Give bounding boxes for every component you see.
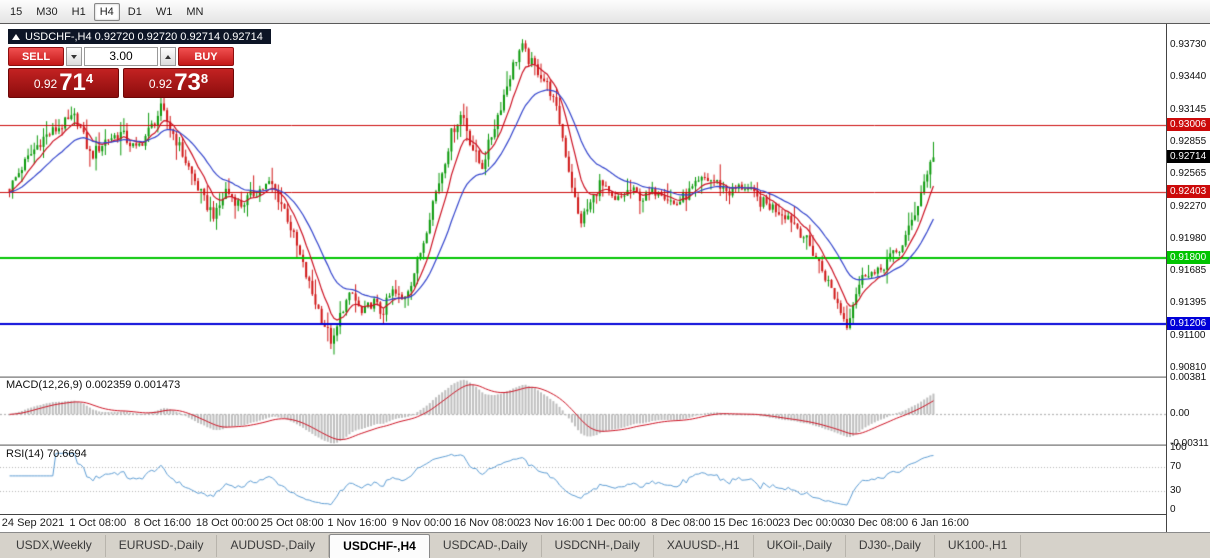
price-tick: 0.92855 (1170, 135, 1207, 147)
price-tick: 0.90810 (1170, 362, 1207, 373)
chevron-up-icon (165, 54, 171, 59)
time-axis[interactable]: 24 Sep 2021 1 Oct 08:00 8 Oct 16:00 18 Oct … (0, 514, 1166, 532)
volume-increase-button[interactable] (160, 47, 176, 66)
hline-price-badge: 0.93006 (1167, 118, 1210, 132)
buy-button[interactable]: BUY (178, 47, 234, 66)
price-tick: 0.91395 (1170, 297, 1207, 309)
sell-quote-button[interactable]: 0.92 71 4 (8, 68, 119, 98)
time-axis-label: 25 Oct 08:00 (260, 517, 324, 529)
time-axis-label: 23 Nov 16:00 (518, 517, 585, 529)
chart-tab-bar: USDX,Weekly EURUSD-,Daily AUDUSD-,Daily USD… (0, 532, 1210, 558)
chart-tab-usdcnh-daily[interactable]: USDCNH-,Daily (542, 535, 654, 557)
time-axis-label: 15 Dec 16:00 (713, 517, 779, 529)
chart-tab-ukoil-daily[interactable]: UKOil-,Daily (754, 535, 846, 557)
timeframe-button-h1[interactable]: H1 (71, 5, 86, 18)
chart-tab-dj30-daily[interactable]: DJ30-,Daily (846, 535, 935, 557)
buy-price-pip: 8 (200, 71, 209, 86)
chart-tab-usdchf-h4[interactable]: USDCHF-,H4 (329, 534, 430, 558)
time-axis-label: 16 Nov 08:00 (453, 517, 520, 529)
volume-input[interactable]: 3.00 (84, 47, 158, 66)
price-tick: 0.91100 (1170, 329, 1206, 341)
timeframe-button-w1[interactable]: W1 (155, 5, 173, 18)
price-tick: 0.91685 (1170, 265, 1207, 277)
rsi-axis-label: 100 (1170, 442, 1187, 453)
sell-button[interactable]: SELL (8, 47, 64, 66)
hline-price-badge: 0.91206 (1167, 317, 1210, 331)
rsi-indicator-label: RSI(14) 70.6694 (6, 448, 87, 460)
time-axis-label: 6 Jan 16:00 (911, 517, 969, 529)
sell-price-pip: 4 (85, 71, 94, 86)
price-tick: 0.92565 (1170, 167, 1207, 179)
rsi-axis-label: 30 (1170, 485, 1182, 497)
sell-price-prefix: 0.92 (33, 77, 58, 91)
time-axis-label: 1 Nov 16:00 (327, 517, 387, 529)
price-tick: 0.92270 (1170, 200, 1207, 212)
timeframe-toolbar: 15 M30 H1 H4 D1 W1 MN (0, 0, 1210, 24)
trade-quotes-row: 0.92 71 4 0.92 73 8 (8, 68, 234, 98)
time-axis-label: 18 Oct 00:00 (195, 517, 259, 529)
time-axis-label: 8 Oct 16:00 (134, 517, 192, 529)
sell-price-big: 71 (59, 69, 86, 96)
chart-tab-uk100-h1[interactable]: UK100-,H1 (935, 535, 1022, 557)
timeframe-button-m30[interactable]: M30 (36, 5, 58, 18)
time-axis-label: 9 Nov 00:00 (392, 517, 452, 529)
timeframe-button-h4[interactable]: H4 (93, 2, 120, 21)
volume-dropdown-button[interactable] (66, 47, 82, 66)
time-axis-label: 24 Sep 2021 (1, 517, 65, 529)
price-tick: 0.91980 (1170, 232, 1207, 244)
chart-title: USDCHF-,H4 0.92720 0.92720 0.92714 0.927… (25, 30, 263, 43)
time-axis-label: 1 Dec 00:00 (586, 517, 646, 529)
panel-divider-macd[interactable] (0, 376, 1166, 378)
chart-tab-usdcad-daily[interactable]: USDCAD-,Daily (430, 535, 542, 557)
rsi-axis-label: 0 (1170, 504, 1176, 515)
price-chart-canvas[interactable] (0, 24, 1166, 514)
timeframe-button-15[interactable]: 15 (10, 5, 23, 18)
chart-tab-usdx-weekly[interactable]: USDX,Weekly (3, 535, 106, 557)
timeframe-button-mn[interactable]: MN (186, 5, 204, 18)
time-axis-label: 1 Oct 08:00 (69, 517, 127, 529)
time-axis-label: 8 Dec 08:00 (651, 517, 711, 529)
price-scale[interactable]: 0.93730 0.93440 0.93145 0.92855 0.92565 0.922… (1166, 24, 1210, 532)
chart-title-bar: USDCHF-,H4 0.92720 0.92720 0.92714 0.927… (8, 29, 271, 44)
rsi-axis-label: 70 (1170, 460, 1182, 472)
macd-indicator-label: MACD(12,26,9) 0.002359 0.001473 (6, 379, 181, 391)
buy-price-prefix: 0.92 (148, 77, 173, 91)
macd-axis-label: 0.00381 (1170, 372, 1207, 383)
price-tick: 0.93440 (1170, 71, 1207, 83)
timeframe-button-d1[interactable]: D1 (127, 5, 142, 18)
panel-divider-rsi[interactable] (0, 444, 1166, 446)
chevron-down-icon (71, 54, 77, 59)
hline-price-badge: 0.92403 (1167, 184, 1210, 198)
chart-tab-eurusd-daily[interactable]: EURUSD-,Daily (106, 535, 218, 557)
collapse-triangle-icon[interactable] (12, 33, 20, 40)
macd-axis-label: 0.00 (1170, 408, 1190, 420)
time-axis-label: 30 Dec 08:00 (842, 517, 909, 529)
buy-quote-button[interactable]: 0.92 73 8 (123, 68, 234, 98)
trade-controls-row: SELL 3.00 BUY (8, 47, 234, 66)
chart-tab-xauusd-h1[interactable]: XAUUSD-,H1 (654, 535, 754, 557)
chart-tab-audusd-daily[interactable]: AUDUSD-,Daily (217, 535, 330, 557)
time-axis-label: 23 Dec 00:00 (777, 517, 844, 529)
buy-price-big: 73 (174, 69, 201, 96)
hline-price-badge: 0.91800 (1167, 251, 1210, 265)
one-click-trading-panel: SELL 3.00 BUY 0.92 71 4 0.92 73 8 (8, 47, 234, 98)
price-tick: 0.93145 (1170, 103, 1207, 115)
price-tick: 0.93730 (1170, 39, 1207, 50)
current-price-badge: 0.92714 (1167, 150, 1210, 164)
macd-axis-label: -0.00311 (1170, 438, 1209, 449)
